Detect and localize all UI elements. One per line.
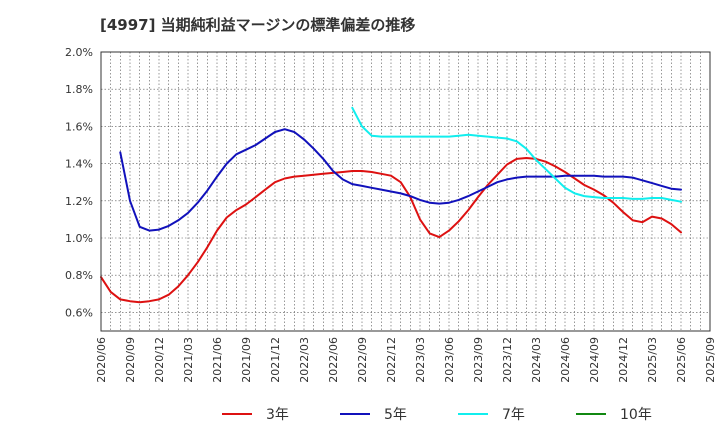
x-tick-label: 2020/09 <box>124 337 137 383</box>
legend-label: 7年 <box>502 407 525 423</box>
x-tick-label: 2024/06 <box>559 337 572 383</box>
axis-layer: 0.6% 0.8% 1.0% 1.2% 1.4% 1.6% 1.8% 2.0% 2020/06 2… <box>65 46 717 383</box>
series-line-1 <box>100 157 682 304</box>
y-tick-label: 0.6% <box>65 306 93 319</box>
x-tick-label: 2024/09 <box>588 337 601 383</box>
legend-label: 10年 <box>620 407 652 423</box>
x-tick-label: 2022/09 <box>356 337 369 383</box>
x-tick-label: 2021/03 <box>182 337 195 383</box>
series-line-3 <box>351 106 682 203</box>
x-tick-label: 2024/12 <box>617 337 630 383</box>
x-tick-label: 2022/12 <box>385 337 398 383</box>
x-tick-label: 2023/09 <box>472 337 485 383</box>
y-tick-label: 1.0% <box>65 232 93 245</box>
y-tick-label: 2.0% <box>65 46 93 59</box>
x-tick-label: 2025/03 <box>646 337 659 383</box>
y-tick-label: 0.8% <box>65 269 93 282</box>
x-tick-label: 2025/06 <box>675 337 688 383</box>
x-tick-label: 2023/12 <box>501 337 514 383</box>
chart-title: [4997] 当期純利益マージンの標準偏差の推移 <box>100 16 416 34</box>
plot-frame <box>100 51 711 332</box>
x-tick-label: 2025/09 <box>704 337 717 383</box>
x-tick-label: 2020/06 <box>95 337 108 383</box>
x-tick-label: 2022/06 <box>327 337 340 383</box>
legend-layer: 3年 5年 7年 10年 <box>222 407 652 423</box>
series-layer <box>100 106 682 304</box>
x-tick-label: 2024/03 <box>530 337 543 383</box>
x-tick-label: 2020/12 <box>153 337 166 383</box>
x-tick-label: 2021/09 <box>240 337 253 383</box>
grid-layer <box>100 51 711 331</box>
x-tick-label: 2023/06 <box>443 337 456 383</box>
series-line-2 <box>119 128 682 232</box>
x-tick-label: 2023/03 <box>414 337 427 383</box>
legend-label: 3年 <box>266 407 289 423</box>
legend-label: 5年 <box>384 407 407 423</box>
x-tick-label: 2021/12 <box>269 337 282 383</box>
y-tick-label: 1.2% <box>65 195 93 208</box>
y-tick-label: 1.4% <box>65 158 93 171</box>
x-tick-label: 2022/03 <box>298 337 311 383</box>
x-tick-label: 2021/06 <box>211 337 224 383</box>
y-tick-label: 1.8% <box>65 83 93 96</box>
y-tick-label: 1.6% <box>65 120 93 133</box>
